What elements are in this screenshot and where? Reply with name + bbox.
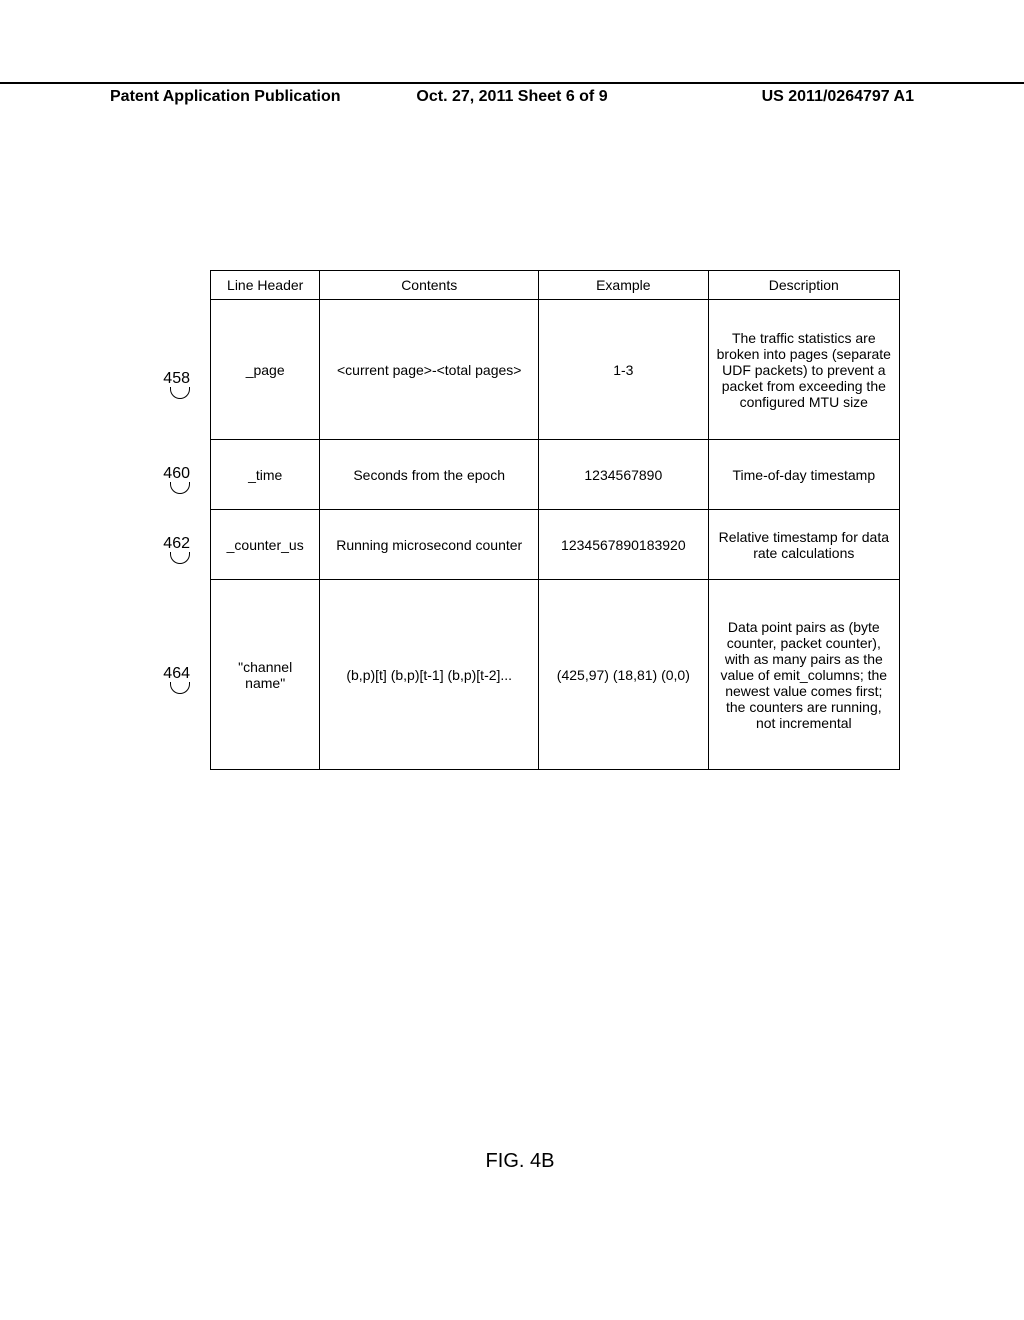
ref-arc-464 <box>170 682 190 694</box>
cell-example: 1-3 <box>539 300 709 440</box>
cell-example: (425,97) (18,81) (0,0) <box>539 580 709 770</box>
figure-caption: FIG. 4B <box>486 1150 555 1173</box>
ref-arc-460 <box>170 482 190 494</box>
col-header-contents: Contents <box>320 271 539 300</box>
cell-description: Relative timestamp for data rate calcula… <box>708 510 899 580</box>
cell-line-header: _time <box>211 440 320 510</box>
data-table: Line Header Contents Example Description… <box>210 270 900 770</box>
cell-contents: (b,p)[t] (b,p)[t-1] (b,p)[t-2]... <box>320 580 539 770</box>
cell-contents: Seconds from the epoch <box>320 440 539 510</box>
cell-line-header: _counter_us <box>211 510 320 580</box>
cell-description: Time-of-day timestamp <box>708 440 899 510</box>
ref-460: 460 <box>140 465 190 483</box>
ref-458: 458 <box>140 370 190 388</box>
table-header-row: Line Header Contents Example Description <box>211 271 900 300</box>
cell-description: Data point pairs as (byte counter, packe… <box>708 580 899 770</box>
ref-462: 462 <box>140 535 190 553</box>
header-right: US 2011/0264797 A1 <box>762 88 1024 106</box>
page-header: Patent Application Publication Oct. 27, … <box>0 82 1024 106</box>
cell-contents: Running microsecond counter <box>320 510 539 580</box>
cell-line-header: "channel name" <box>211 580 320 770</box>
ref-arc-458 <box>170 387 190 399</box>
cell-line-header: _page <box>211 300 320 440</box>
table-container: 458 460 462 464 Line Header Contents Exa… <box>140 270 900 770</box>
table-row: _page <current page>-<total pages> 1-3 T… <box>211 300 900 440</box>
reference-labels: 458 460 462 464 <box>140 270 210 770</box>
table-row: _time Seconds from the epoch 1234567890 … <box>211 440 900 510</box>
ref-464: 464 <box>140 665 190 683</box>
cell-contents: <current page>-<total pages> <box>320 300 539 440</box>
cell-example: 1234567890183920 <box>539 510 709 580</box>
table-row: _counter_us Running microsecond counter … <box>211 510 900 580</box>
col-header-example: Example <box>539 271 709 300</box>
cell-example: 1234567890 <box>539 440 709 510</box>
col-header-line: Line Header <box>211 271 320 300</box>
figure-area: 458 460 462 464 Line Header Contents Exa… <box>140 270 900 770</box>
header-center: Oct. 27, 2011 Sheet 6 of 9 <box>416 88 607 106</box>
col-header-description: Description <box>708 271 899 300</box>
ref-arc-462 <box>170 552 190 564</box>
cell-description: The traffic statistics are broken into p… <box>708 300 899 440</box>
table-row: "channel name" (b,p)[t] (b,p)[t-1] (b,p)… <box>211 580 900 770</box>
header-left: Patent Application Publication <box>0 88 341 106</box>
